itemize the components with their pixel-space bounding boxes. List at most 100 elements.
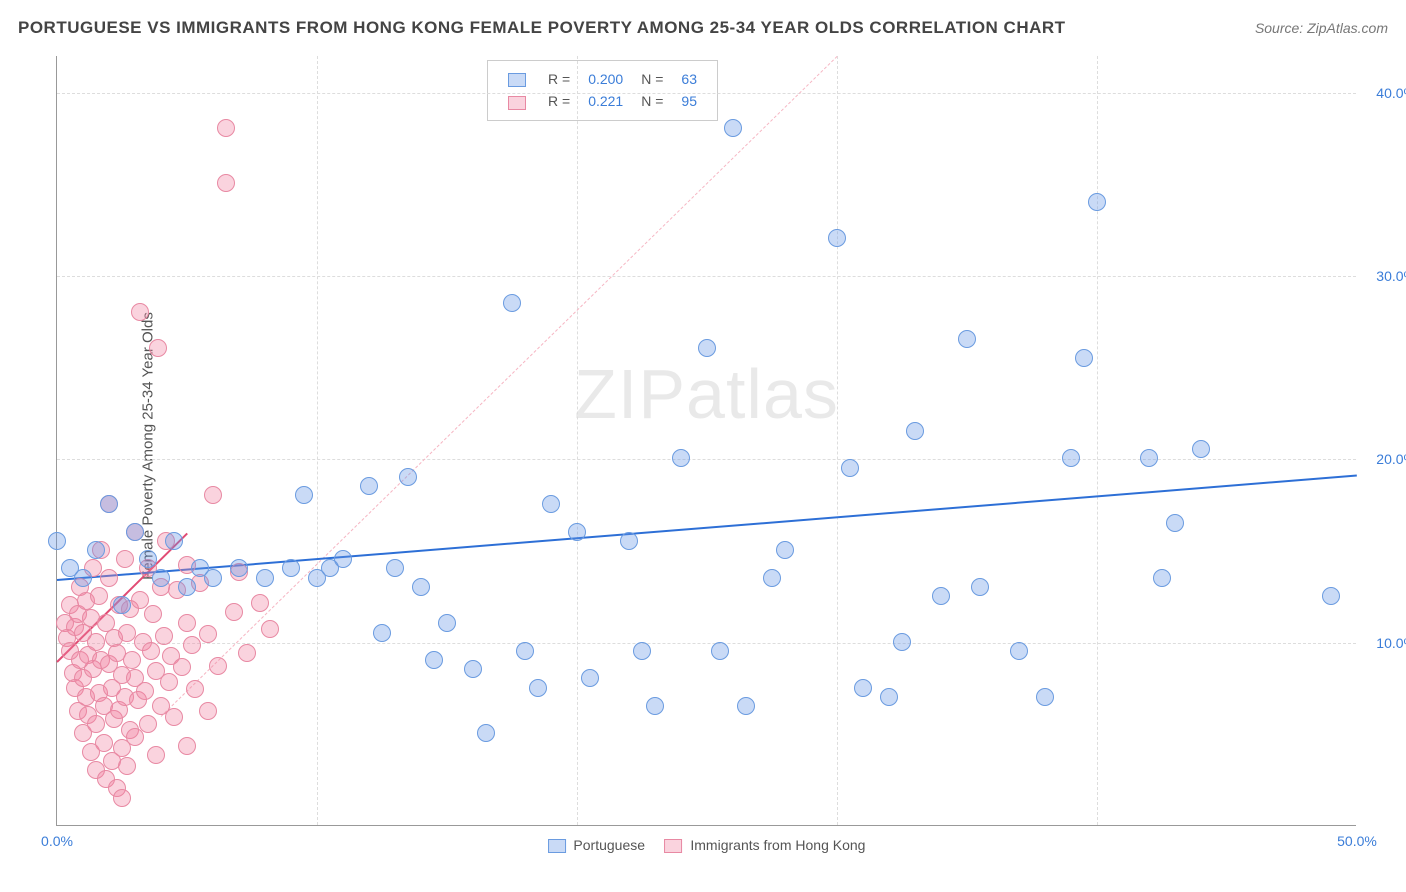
x-tick-label: 0.0% <box>41 833 73 849</box>
data-point <box>118 757 136 775</box>
data-point <box>131 591 149 609</box>
data-point <box>87 633 105 651</box>
data-point <box>100 495 118 513</box>
data-point <box>238 644 256 662</box>
data-point <box>100 569 118 587</box>
chart-title: PORTUGUESE VS IMMIGRANTS FROM HONG KONG … <box>18 18 1066 38</box>
data-point <box>123 651 141 669</box>
data-point <box>425 651 443 669</box>
grid-line-h <box>57 276 1356 277</box>
data-point <box>87 715 105 733</box>
data-point <box>139 715 157 733</box>
data-point <box>282 559 300 577</box>
data-point <box>261 620 279 638</box>
data-point <box>737 697 755 715</box>
data-point <box>295 486 313 504</box>
data-point <box>178 737 196 755</box>
data-point <box>763 569 781 587</box>
scatter-chart: ZIPatlas R = 0.200 N = 63 R = 0.221 N = … <box>56 56 1356 826</box>
data-point <box>116 550 134 568</box>
data-point <box>186 680 204 698</box>
trend-line <box>161 56 838 717</box>
n-value-blue: 63 <box>673 69 705 89</box>
trend-line <box>57 474 1357 580</box>
data-point <box>503 294 521 312</box>
data-point <box>971 578 989 596</box>
grid-line-v <box>317 56 318 825</box>
data-point <box>711 642 729 660</box>
data-point <box>131 303 149 321</box>
data-point <box>412 578 430 596</box>
data-point <box>48 532 66 550</box>
data-point <box>1140 449 1158 467</box>
swatch-icon <box>508 73 526 87</box>
data-point <box>87 541 105 559</box>
data-point <box>724 119 742 137</box>
data-point <box>906 422 924 440</box>
data-point <box>173 658 191 676</box>
data-point <box>373 624 391 642</box>
series-legend: Portuguese Immigrants from Hong Kong <box>548 837 866 853</box>
correlation-legend: R = 0.200 N = 63 R = 0.221 N = 95 <box>487 60 718 121</box>
data-point <box>183 636 201 654</box>
legend-label-blue: Portuguese <box>573 837 645 853</box>
data-point <box>828 229 846 247</box>
data-point <box>90 587 108 605</box>
x-tick-label: 50.0% <box>1337 833 1377 849</box>
swatch-icon <box>664 839 682 853</box>
data-point <box>256 569 274 587</box>
swatch-icon <box>508 96 526 110</box>
data-point <box>139 550 157 568</box>
data-point <box>113 596 131 614</box>
y-tick-label: 10.0% <box>1361 635 1406 651</box>
data-point <box>477 724 495 742</box>
data-point <box>880 688 898 706</box>
data-point <box>142 642 160 660</box>
data-point <box>698 339 716 357</box>
data-point <box>841 459 859 477</box>
data-point <box>147 746 165 764</box>
data-point <box>386 559 404 577</box>
data-point <box>958 330 976 348</box>
data-point <box>113 789 131 807</box>
data-point <box>581 669 599 687</box>
grid-line-v <box>837 56 838 825</box>
data-point <box>74 569 92 587</box>
grid-line-v <box>1097 56 1098 825</box>
data-point <box>776 541 794 559</box>
data-point <box>542 495 560 513</box>
n-value-pink: 95 <box>673 91 705 111</box>
data-point <box>178 614 196 632</box>
data-point <box>529 679 547 697</box>
data-point <box>165 708 183 726</box>
data-point <box>516 642 534 660</box>
r-value-blue: 0.200 <box>580 69 631 89</box>
data-point <box>155 627 173 645</box>
data-point <box>646 697 664 715</box>
data-point <box>225 603 243 621</box>
data-point <box>438 614 456 632</box>
data-point <box>230 559 248 577</box>
chart-header: PORTUGUESE VS IMMIGRANTS FROM HONG KONG … <box>18 18 1388 38</box>
grid-line-h <box>57 459 1356 460</box>
data-point <box>1192 440 1210 458</box>
data-point <box>95 734 113 752</box>
data-point <box>620 532 638 550</box>
y-tick-label: 40.0% <box>1361 85 1406 101</box>
r-value-pink: 0.221 <box>580 91 631 111</box>
data-point <box>199 702 217 720</box>
data-point <box>1010 642 1028 660</box>
data-point <box>633 642 651 660</box>
watermark-text: ZIPatlas <box>574 354 839 434</box>
data-point <box>217 174 235 192</box>
data-point <box>1036 688 1054 706</box>
swatch-icon <box>548 839 566 853</box>
data-point <box>360 477 378 495</box>
data-point <box>1062 449 1080 467</box>
data-point <box>854 679 872 697</box>
data-point <box>1322 587 1340 605</box>
grid-line-v <box>577 56 578 825</box>
data-point <box>1075 349 1093 367</box>
data-point <box>204 486 222 504</box>
data-point <box>160 673 178 691</box>
